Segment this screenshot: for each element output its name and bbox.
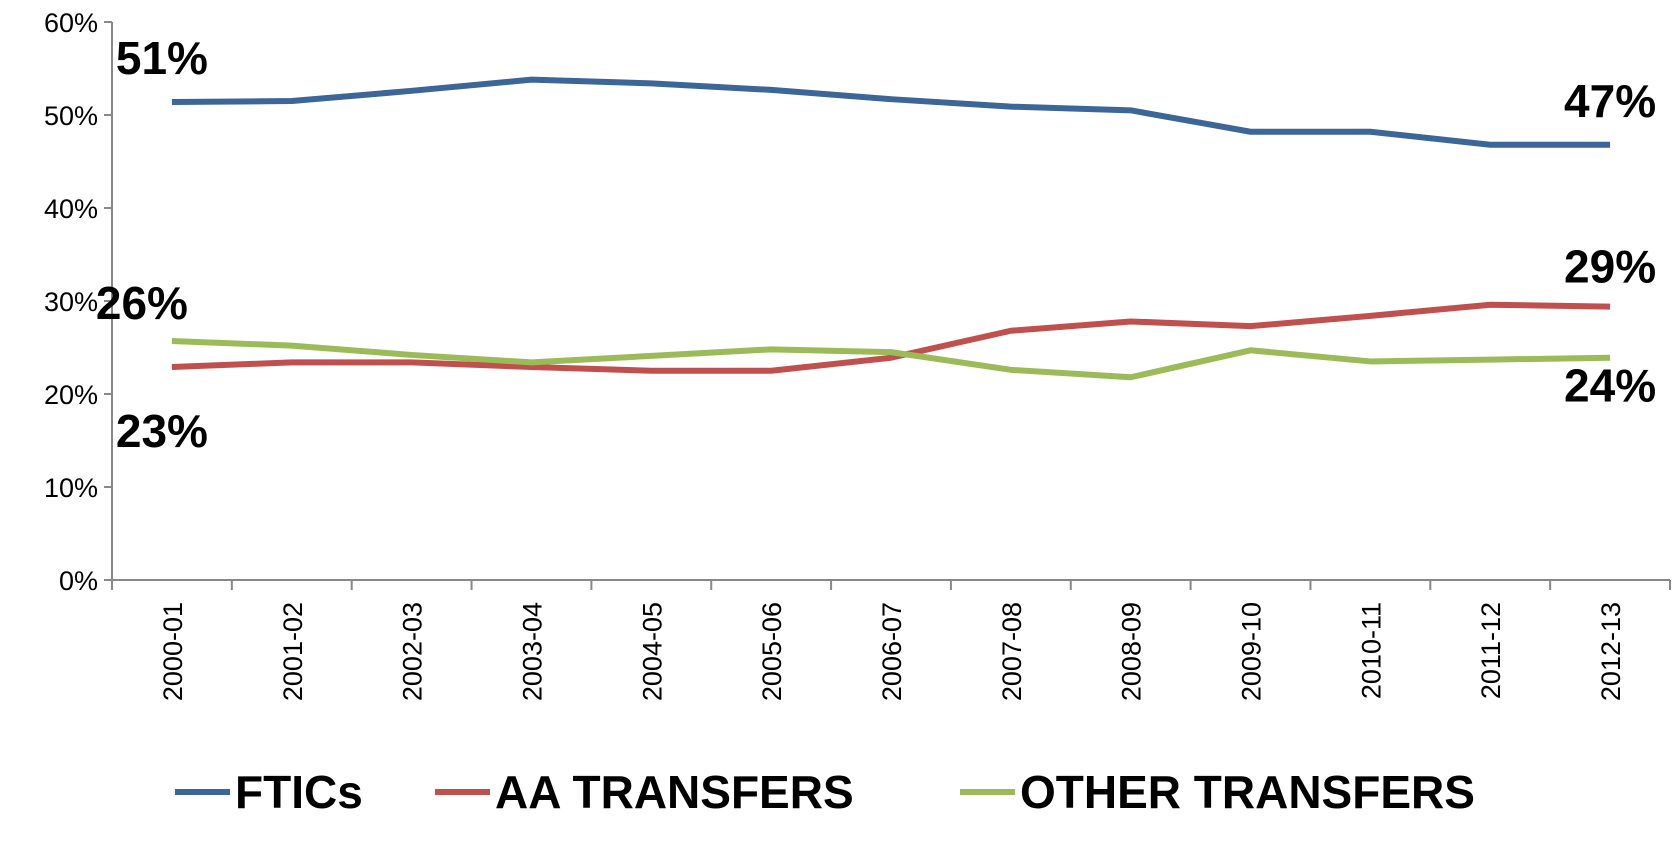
x-tick-label: 2006-07 bbox=[877, 602, 907, 701]
legend-label: FTICs bbox=[235, 766, 363, 818]
data-label: 24% bbox=[1564, 360, 1656, 412]
y-tick-label: 40% bbox=[44, 194, 98, 224]
y-tick-label: 0% bbox=[59, 566, 98, 596]
x-tick-label: 2012-13 bbox=[1596, 602, 1626, 701]
y-tick-label: 10% bbox=[44, 473, 98, 503]
x-tick-label: 2001-02 bbox=[278, 602, 308, 701]
x-tick-label: 2002-03 bbox=[398, 602, 428, 701]
series-line bbox=[171, 337, 1611, 381]
y-tick-label: 30% bbox=[44, 287, 98, 317]
y-tick-label: 60% bbox=[44, 8, 98, 38]
x-tick-label: 2008-09 bbox=[1117, 602, 1147, 701]
x-tick-label: 2010-11 bbox=[1356, 602, 1386, 699]
x-tick-label: 2003-04 bbox=[517, 602, 547, 701]
x-tick-label: 2004-05 bbox=[637, 602, 667, 701]
data-label: 23% bbox=[116, 405, 208, 457]
x-tick-label: 2009-10 bbox=[1237, 602, 1267, 701]
series-line bbox=[171, 301, 1611, 374]
data-label: 26% bbox=[96, 277, 188, 329]
y-tick-label: 50% bbox=[44, 101, 98, 131]
data-label: 51% bbox=[116, 32, 208, 84]
data-label: 29% bbox=[1564, 241, 1656, 293]
y-tick-label: 20% bbox=[44, 380, 98, 410]
series-line bbox=[171, 76, 1611, 148]
x-tick-label: 2005-06 bbox=[757, 602, 787, 701]
legend-label: OTHER TRANSFERS bbox=[1020, 766, 1475, 818]
x-tick-label: 2007-08 bbox=[997, 602, 1027, 701]
x-tick-label: 2011-12 bbox=[1476, 602, 1506, 699]
data-label: 47% bbox=[1564, 75, 1656, 127]
legend-label: AA TRANSFERS bbox=[495, 766, 854, 818]
x-tick-label: 2000-01 bbox=[158, 602, 188, 701]
